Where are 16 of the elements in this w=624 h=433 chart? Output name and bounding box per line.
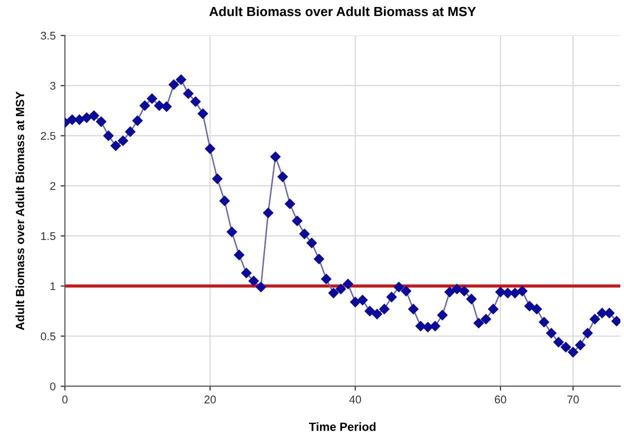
y-tick-label: 0.5 bbox=[40, 332, 56, 340]
y-tick-label: 0 bbox=[50, 382, 56, 390]
y-tick-label: 2.5 bbox=[40, 132, 56, 140]
y-tick-label: 3 bbox=[50, 82, 56, 90]
x-tick-label: 70 bbox=[567, 396, 579, 404]
x-tick-label: 40 bbox=[349, 396, 362, 404]
y-tick-label: 3.5 bbox=[40, 32, 56, 40]
x-tick-label: 20 bbox=[204, 396, 216, 404]
y-tick-label: 1.5 bbox=[41, 232, 56, 240]
x-axis-title: Time Period bbox=[309, 422, 376, 431]
x-tick-label: 60 bbox=[494, 396, 506, 404]
x-tick-label: 0 bbox=[62, 396, 68, 404]
y-tick-label: 2 bbox=[50, 182, 56, 190]
y-tick-label: 1 bbox=[50, 282, 56, 290]
y-axis-title: Adult Biomass over Adult Biomass at MSY bbox=[16, 92, 24, 330]
chart-title: Adult Biomass over Adult Biomass at MSY bbox=[209, 6, 476, 16]
